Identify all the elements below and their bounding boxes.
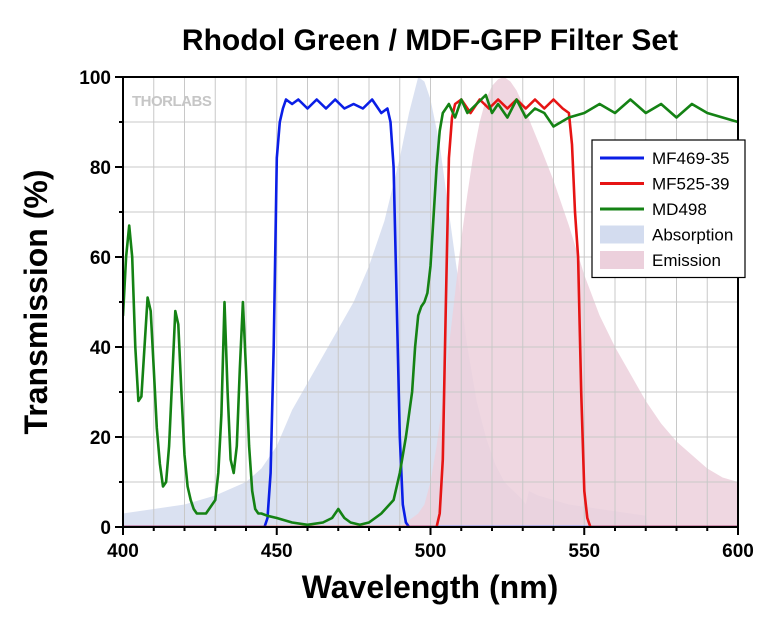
absorption-legend-label: Absorption xyxy=(652,226,733,245)
y-tick-label: 100 xyxy=(79,68,111,89)
emission-legend-label: Emission xyxy=(652,251,721,270)
x-tick-label: 550 xyxy=(568,541,600,562)
mf525-39-legend-label: MF525-39 xyxy=(652,175,729,194)
x-axis-label: Wavelength (nm) xyxy=(302,569,559,605)
y-tick-label: 80 xyxy=(90,158,111,179)
mf469-35-line xyxy=(123,98,738,527)
y-tick-label: 0 xyxy=(100,518,111,539)
y-tick-label: 40 xyxy=(90,338,111,359)
y-tick-label: 60 xyxy=(90,248,111,269)
axis-ticks: 400 450 500 550 600 0 20 40 60 80 100 xyxy=(79,68,754,562)
x-tick-label: 600 xyxy=(722,541,754,562)
md498-legend-label: MD498 xyxy=(652,200,707,219)
y-axis-label: Transmission (%) xyxy=(18,170,54,435)
mf469-35-legend-label: MF469-35 xyxy=(652,149,729,168)
x-tick-label: 450 xyxy=(261,541,293,562)
line-series xyxy=(123,93,738,527)
absorption-legend-swatch xyxy=(600,225,644,244)
emission-legend-swatch xyxy=(600,251,644,269)
chart-title: Rhodol Green / MDF-GFP Filter Set xyxy=(182,24,678,57)
x-tick-label: 400 xyxy=(107,541,139,562)
md498-line xyxy=(123,93,738,527)
thorlabs-watermark: THORLABS xyxy=(132,93,212,110)
x-tick-label: 500 xyxy=(415,541,447,562)
y-tick-label: 20 xyxy=(90,428,111,449)
legend: MF469-35 MF525-39 MD498 Absorption Emission xyxy=(591,139,746,279)
